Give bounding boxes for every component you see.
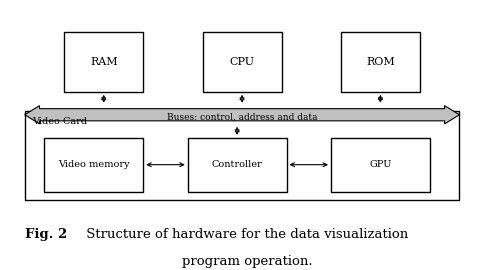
Polygon shape: [25, 106, 459, 124]
Text: RAM: RAM: [90, 57, 118, 67]
Text: Controller: Controller: [212, 160, 262, 169]
Text: Video memory: Video memory: [58, 160, 129, 169]
Bar: [25, 111, 459, 200]
Text: Fig. 2: Fig. 2: [25, 228, 67, 241]
Text: ROM: ROM: [366, 57, 395, 67]
Bar: [64, 32, 143, 92]
Text: Video Card: Video Card: [32, 117, 87, 126]
Bar: [44, 138, 143, 192]
Text: CPU: CPU: [230, 57, 254, 67]
Bar: [188, 138, 287, 192]
Bar: [203, 32, 282, 92]
Bar: [331, 138, 430, 192]
Text: Buses: control, address and data: Buses: control, address and data: [167, 113, 317, 122]
Text: program operation.: program operation.: [182, 255, 312, 268]
Bar: [341, 32, 420, 92]
Text: Structure of hardware for the data visualization: Structure of hardware for the data visua…: [82, 228, 408, 241]
Text: GPU: GPU: [369, 160, 392, 169]
